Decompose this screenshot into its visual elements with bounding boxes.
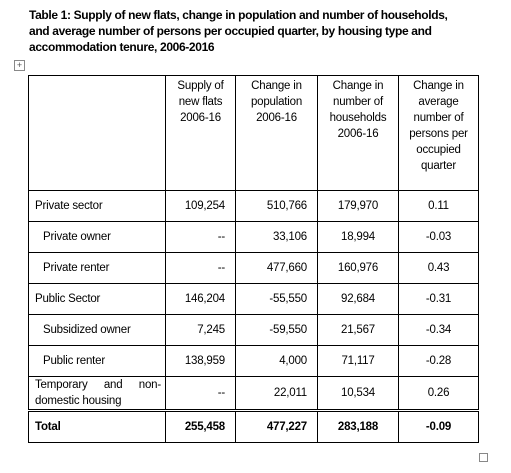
header-line: average [418,96,459,108]
cell: 255,458 [165,409,236,443]
row-label: Total [28,409,166,443]
cell: -- [165,252,236,284]
cell: -- [165,221,236,253]
resize-handle[interactable] [479,453,488,462]
row-label: Public Sector [28,283,166,315]
cell: -0.31 [398,283,479,315]
cell: 477,227 [235,409,318,443]
cell: -- [165,376,236,411]
table-row: Private sector 109,254 510,766 179,970 0.11 [28,190,479,222]
header-cell: Change in population 2006-16 [235,75,318,191]
table-row: Total 255,458 477,227 283,188 -0.09 [28,409,479,443]
cell: -55,550 [235,283,318,315]
title-line: and average number of persons per occupi… [29,24,432,38]
cell: 179,970 [317,190,399,222]
row-label: Temporary and non-domestic housing [28,376,166,411]
header-line: Change in [332,80,384,92]
header-line: households [329,112,387,124]
table-title: Table 1: Supply of new flats, change in … [29,7,448,55]
cell: 21,567 [317,314,399,346]
cell: 510,766 [235,190,318,222]
cell: 18,994 [317,221,399,253]
cell: -0.34 [398,314,479,346]
header-row: Supply of new flats 2006-16 Change in popula… [28,75,479,191]
cell: 0.26 [398,376,479,411]
cell: 0.43 [398,252,479,284]
table-row: Private owner -- 33,106 18,994 -0.03 [28,221,479,253]
cell: 33,106 [235,221,318,253]
data-table: Supply of new flats 2006-16 Change in popula… [28,75,479,443]
cell: 71,117 [317,345,399,377]
cell: 109,254 [165,190,236,222]
row-label: Private owner [28,221,166,253]
cell: 7,245 [165,314,236,346]
cell: 146,204 [165,283,236,315]
row-label: Private renter [28,252,166,284]
cell: 160,976 [317,252,399,284]
table-row: Private renter -- 477,660 160,976 0.43 [28,252,479,284]
cell: 283,188 [317,409,399,443]
row-label: Public renter [28,345,166,377]
header-line: Supply of [177,80,224,92]
cell: -59,550 [235,314,318,346]
row-label: Subsidized owner [28,314,166,346]
move-handle[interactable]: + [14,60,25,71]
header-line: 2006-16 [256,112,297,124]
header-line: 2006-16 [180,112,221,124]
header-line: occupied [416,144,461,156]
header-line: 2006-16 [337,128,379,140]
cell: -0.03 [398,221,479,253]
cell: -0.28 [398,345,479,377]
cell: 4,000 [235,345,318,377]
header-line: population [250,96,303,108]
title-line: accommodation tenure, 2006-2016 [29,40,215,54]
header-line: number of [333,96,383,108]
cell: 10,534 [317,376,399,411]
table-row: Public Sector 146,204 -55,550 92,684 -0.31 [28,283,479,315]
cell: 477,660 [235,252,318,284]
cell: 22,011 [235,376,318,411]
table-row: Subsidized owner 7,245 -59,550 21,567 -0.34 [28,314,479,346]
cell: 92,684 [317,283,399,315]
header-line: Change in [413,80,464,92]
cell: 0.11 [398,190,479,222]
header-cell [28,75,166,191]
table-row: Public renter 138,959 4,000 71,117 -0.28 [28,345,479,377]
header-cell: Change in number of households 2006-16 [317,75,399,191]
row-label: Private sector [28,190,166,222]
header-cell: Supply of new flats 2006-16 [165,75,236,191]
cell: 138,959 [165,345,236,377]
header-line: quarter [420,160,457,172]
table-row: Temporary and non-domestic housing -- 22,0… [28,376,479,411]
cell: -0.09 [398,409,479,443]
header-cell: Change in average number of persons per occu… [398,75,479,191]
header-line: Change in [251,80,302,92]
header-line: persons per [409,128,468,140]
header-line: number of [413,112,464,124]
header-line: new flats [178,96,223,108]
title-line: Table 1: Supply of new flats, change in … [29,8,448,22]
